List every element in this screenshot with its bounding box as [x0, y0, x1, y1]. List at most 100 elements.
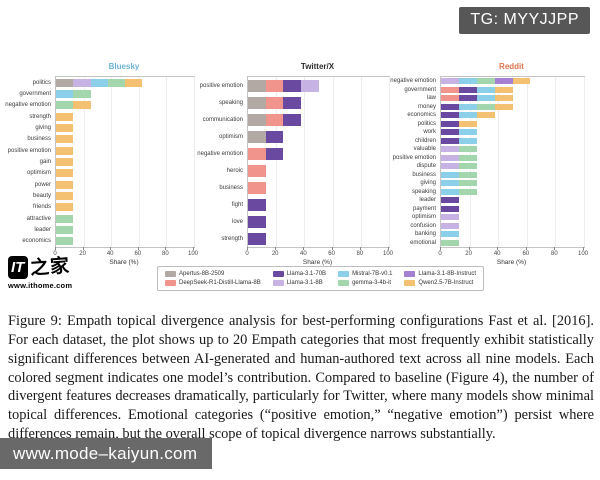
bar-segment — [441, 112, 459, 119]
category-label: power — [34, 181, 51, 188]
gridline — [526, 77, 528, 247]
axis-tick-label: 20 — [79, 251, 86, 257]
plot-area: negative emotion government law money econom… — [390, 76, 585, 248]
bar-row: emotional — [410, 239, 584, 248]
bar-row: attractive — [27, 213, 194, 224]
legend-swatch-icon — [272, 271, 284, 277]
category-label: government — [19, 90, 51, 97]
bar-row: giving — [420, 179, 584, 188]
category-label: speaking — [218, 99, 243, 106]
legend-label: Llama-3.1-70B — [286, 271, 327, 277]
axis-tick-mark — [359, 247, 361, 250]
bar-segment — [458, 137, 477, 144]
bar-segment — [458, 95, 477, 102]
gridline — [389, 77, 390, 247]
plot-area: politics government negative emotion streng… — [5, 76, 195, 248]
stacked-bar — [441, 146, 584, 153]
stacked-bar — [56, 214, 194, 223]
bar-segment — [441, 120, 459, 127]
bar-segment — [265, 147, 284, 160]
bar-segment — [458, 180, 477, 187]
stacked-bar — [248, 181, 389, 194]
category-label: negative emotion — [197, 150, 243, 157]
bar-segment — [441, 103, 459, 110]
axis-tick-label: 80 — [356, 251, 364, 257]
bar-segment — [458, 146, 477, 153]
bar-segment — [458, 129, 477, 136]
axis-tick-mark — [525, 247, 527, 250]
legend-label: Mistral-7B-v0.1 — [352, 271, 393, 277]
bar-segment — [248, 130, 266, 143]
legend-swatch-icon — [165, 280, 176, 286]
chart-legend: Apertus-8B-2509 Llama-3.1-70B Mistral-7B-v… — [157, 266, 485, 291]
bar-segment — [441, 154, 459, 161]
bar-segment — [56, 135, 74, 144]
category-label: confusion — [410, 222, 436, 229]
bar-row: business — [27, 134, 194, 145]
bar-segment — [441, 95, 459, 102]
bar-row: speaking — [219, 94, 389, 111]
bar-row: dispute — [417, 162, 584, 171]
axis-tick-label: 60 — [134, 251, 142, 257]
bar-segment — [441, 222, 459, 229]
bar-segment — [265, 113, 284, 126]
axis-tick-mark — [388, 247, 389, 250]
stacked-bar — [56, 78, 194, 87]
category-label: work — [423, 129, 436, 136]
stacked-bar — [56, 112, 194, 121]
bar-segment — [441, 146, 459, 153]
ithome-logo-icon: IT — [8, 256, 29, 279]
bar-segment — [300, 79, 319, 92]
category-label: valuable — [413, 146, 436, 153]
bar-segment — [494, 103, 513, 110]
gridline — [584, 77, 585, 247]
axis-tick-label: 100 — [187, 251, 199, 257]
bar-segment — [458, 171, 477, 178]
stacked-bar — [441, 86, 584, 93]
stacked-bar — [441, 95, 584, 102]
category-label: politics — [32, 79, 51, 86]
bar-segment — [283, 79, 301, 92]
bar-segment — [441, 239, 459, 246]
legend-item: Llama-3.1-8B-Instruct — [404, 271, 476, 277]
bar-segment — [107, 78, 125, 87]
axis-tick-mark — [331, 247, 333, 250]
stacked-bar — [441, 154, 584, 161]
bar-segment — [56, 191, 74, 200]
bar-segment — [248, 79, 266, 92]
bar-segment — [283, 113, 301, 126]
category-label: strength — [221, 235, 243, 242]
gridline — [555, 77, 557, 247]
axis-tick-mark — [137, 247, 139, 250]
stacked-bar — [248, 96, 389, 109]
ithome-watermark: IT 之家 www.ithome.com — [8, 252, 78, 290]
bar-segment — [512, 78, 531, 85]
figure-caption: Figure 9: Empath topical divergence anal… — [8, 313, 594, 442]
stacked-bar — [441, 137, 584, 144]
bar-row: communication — [203, 111, 389, 128]
axis-tick-label: 80 — [162, 251, 169, 257]
bar-row: law — [427, 94, 584, 103]
legend-item: Apertus-8B-2509 — [165, 271, 261, 277]
stacked-bar — [56, 225, 194, 234]
legend-swatch-icon — [338, 280, 350, 286]
bar-segment — [441, 78, 459, 85]
gridline — [360, 77, 362, 247]
bar-segment — [248, 181, 266, 194]
category-label: heroic — [226, 167, 243, 174]
bar-row: optimism — [27, 168, 194, 179]
bar-segment — [441, 205, 459, 212]
bar-segment — [56, 169, 74, 178]
bar-segment — [56, 214, 74, 223]
bar-segment — [441, 86, 459, 93]
axis-tick-mark — [165, 247, 167, 250]
bar-row: power — [35, 179, 194, 190]
bar-segment — [441, 231, 459, 238]
gridline — [83, 77, 85, 247]
stacked-bar — [56, 89, 194, 98]
bar-segment — [494, 95, 513, 102]
bar-row: negative emotion — [5, 100, 194, 111]
bar-segment — [458, 112, 477, 119]
category-label: friends — [32, 204, 51, 211]
bar-segment — [56, 237, 74, 246]
